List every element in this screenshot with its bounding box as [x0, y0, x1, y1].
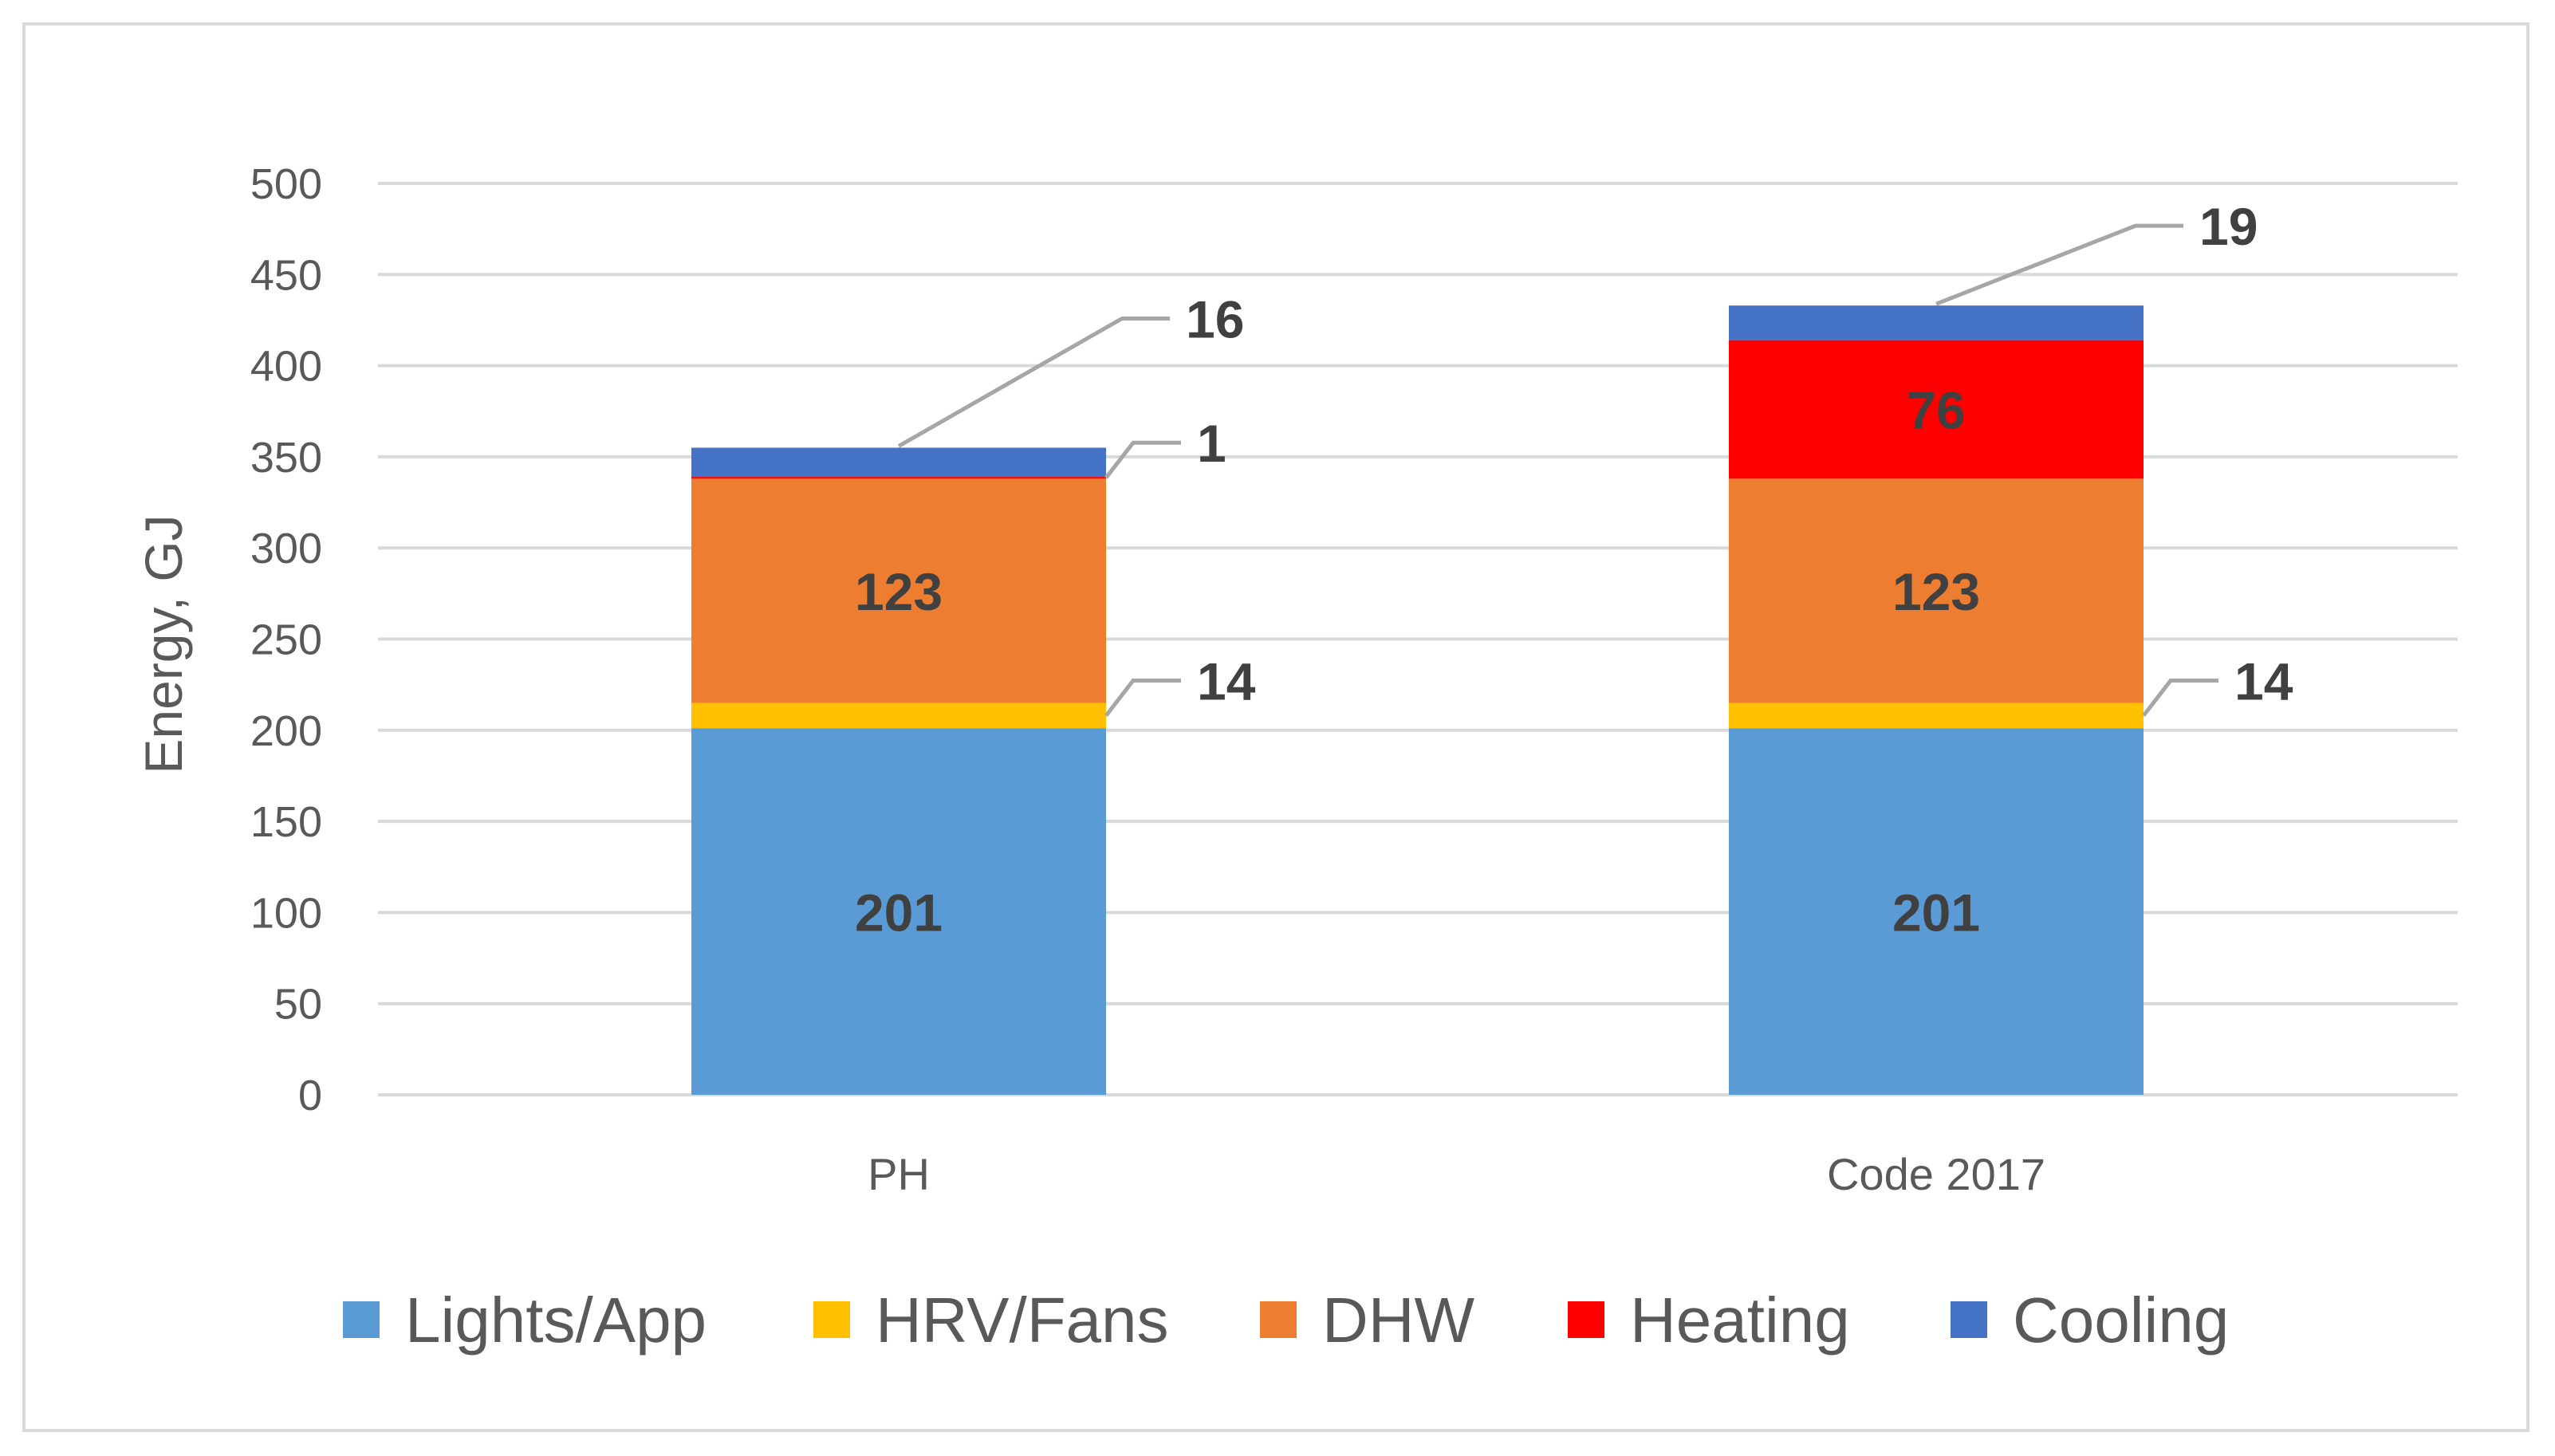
legend-swatch — [1568, 1301, 1604, 1338]
y-axis-ticks: 0 50 100 150 200 250 300 350 400 450 500 — [250, 160, 322, 1120]
data-label: 14 — [1197, 652, 1256, 711]
data-label: 16 — [1186, 289, 1244, 348]
y-axis-title: Energy, GJ — [134, 514, 193, 773]
callout-line — [897, 316, 1170, 448]
callout-line — [1935, 223, 2183, 306]
bar-segment-hrv-fans-1 — [691, 702, 1106, 729]
bar-segment-cooling-2 — [1729, 305, 2144, 340]
legend-swatch — [343, 1301, 380, 1338]
legend-label: Lights/App — [405, 1285, 707, 1356]
y-tick-label: 150 — [250, 798, 322, 846]
legend-label: HRV/Fans — [876, 1285, 1169, 1356]
legend-swatch — [813, 1301, 850, 1338]
callout-line — [2142, 679, 2218, 718]
bar-segment-lights-app-2 — [1729, 728, 2144, 1095]
bar-segment-dhw-1 — [691, 478, 1106, 703]
y-tick-label: 0 — [298, 1072, 322, 1120]
legend-label: Cooling — [2013, 1285, 2229, 1356]
y-tick-label: 500 — [250, 160, 322, 208]
y-tick-label: 250 — [250, 616, 322, 664]
data-label: 1 — [1197, 414, 1226, 473]
bar-segment-lights-app-1 — [691, 728, 1106, 1095]
callout-line — [1104, 679, 1181, 718]
data-label: 201 — [1892, 883, 1980, 942]
legend-swatch — [1951, 1301, 1987, 1338]
x-category-label: PH — [868, 1149, 930, 1199]
x-category-label: Code 2017 — [1827, 1149, 2045, 1199]
x-axis-categories: PH Code 2017 — [868, 1149, 2045, 1199]
data-label: 123 — [855, 562, 943, 621]
data-labels: 201 14 123 1 16 201 14 123 76 19 — [855, 197, 2293, 942]
gridlines — [378, 182, 2458, 1096]
bars — [691, 305, 2144, 1095]
y-tick-label: 350 — [250, 434, 322, 482]
legend: Lights/App HRV/Fans DHW Heating Cooling — [343, 1285, 2229, 1356]
callout-line — [1104, 440, 1181, 479]
bar-segment-heating-1 — [691, 477, 1106, 479]
bar-segment-dhw-2 — [1729, 478, 2144, 703]
bar-segment-hrv-fans-2 — [1729, 702, 2144, 729]
data-label: 201 — [855, 883, 943, 942]
legend-swatch — [1260, 1301, 1297, 1338]
bar-segment-cooling-1 — [691, 447, 1106, 478]
bar-segment-heating-2 — [1729, 340, 2144, 479]
data-label: 14 — [2234, 652, 2293, 711]
y-tick-label: 100 — [250, 889, 322, 937]
data-label: 76 — [1907, 380, 1965, 439]
callout-lines — [897, 223, 2218, 718]
y-tick-label: 50 — [274, 981, 322, 1029]
data-label: 19 — [2199, 197, 2258, 256]
y-tick-label: 300 — [250, 525, 322, 573]
y-tick-label: 450 — [250, 251, 322, 299]
data-label: 123 — [1892, 562, 1980, 621]
y-tick-label: 200 — [250, 707, 322, 755]
y-tick-label: 400 — [250, 343, 322, 391]
legend-label: Heating — [1630, 1285, 1850, 1356]
legend-label: DHW — [1322, 1285, 1475, 1356]
